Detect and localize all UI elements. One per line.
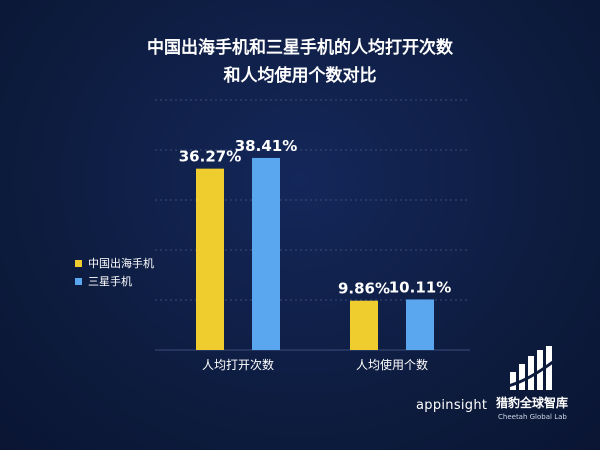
- legend-swatch-series-2: [75, 277, 82, 285]
- data-label-1-2: 9.86%: [338, 280, 390, 298]
- logo-chinese-name: 猎豹全球智库: [496, 396, 569, 410]
- bar-2-2: [406, 299, 434, 350]
- chart-title: 中国出海手机和三星手机的人均打开次数 和人均使用个数对比: [0, 34, 600, 90]
- data-label-1-1: 36.27%: [179, 148, 241, 166]
- chart-title-line-1: 中国出海手机和三星手机的人均打开次数: [147, 38, 453, 58]
- cheetah-global-lab-logo: 猎豹全球智库 Cheetah Global Lab: [496, 346, 576, 436]
- cheetah-bars-icon: [508, 346, 559, 390]
- bar-1-2: [350, 300, 378, 350]
- legend: 中国出海手机 三星手机: [75, 254, 154, 290]
- appinsight-logo: appinsight: [416, 398, 488, 413]
- legend-label-series-1: 中国出海手机: [88, 257, 154, 270]
- bar-1-1: [196, 168, 224, 350]
- x-tick-label-1: 人均打开次数: [202, 357, 274, 372]
- data-label-2-1: 38.41%: [235, 137, 297, 155]
- bar-2-1: [252, 157, 280, 350]
- chart-title-line-2: 和人均使用个数对比: [223, 66, 377, 86]
- x-tick-label-2: 人均使用个数: [356, 357, 428, 372]
- legend-swatch-series-1: [75, 259, 82, 267]
- logo-english-name: Cheetah Global Lab: [498, 413, 567, 421]
- data-label-2-2: 10.11%: [389, 278, 451, 296]
- legend-label-series-2: 三星手机: [88, 275, 132, 288]
- legend-item-series-1: 中国出海手机: [75, 254, 154, 272]
- legend-item-series-2: 三星手机: [75, 272, 154, 290]
